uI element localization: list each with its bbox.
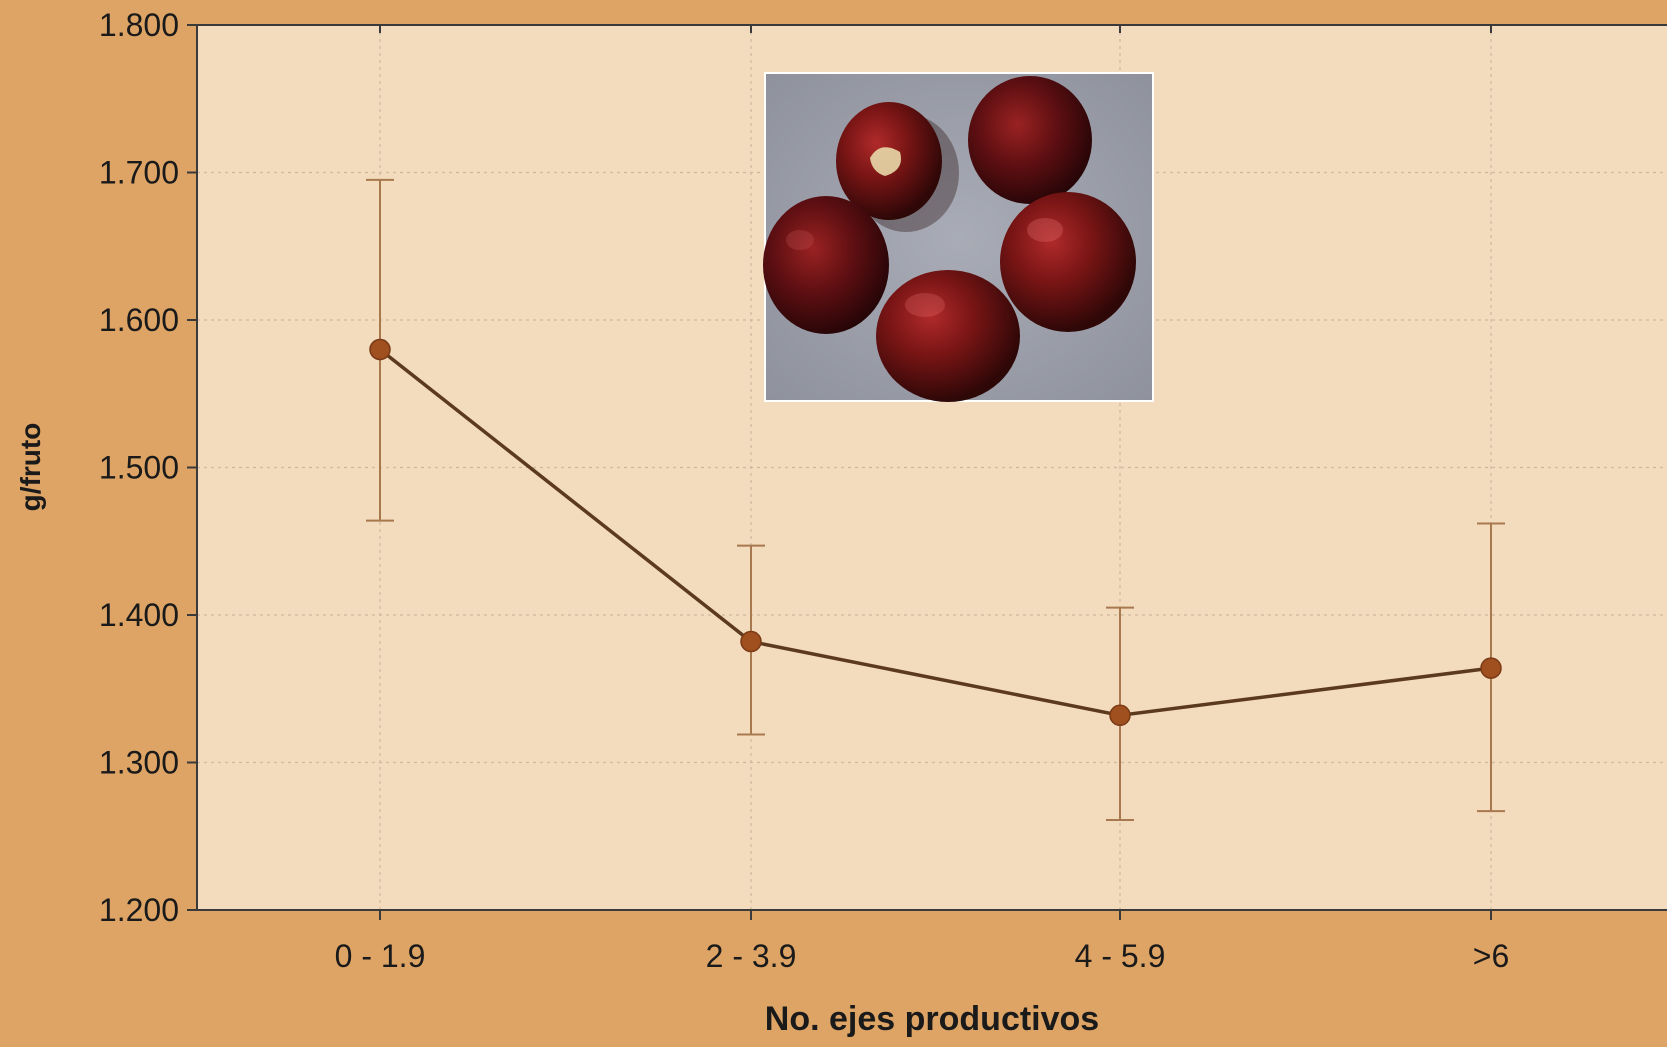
axes: 1.200 1.300 1.400 1.500 1.600 1.700 1.800 0 - 1… [99,7,1667,974]
y-tick-label: 1.400 [99,597,179,633]
y-axis-label: g/fruto [15,423,46,512]
x-tick-label: 0 - 1.9 [335,938,426,974]
y-tick-label: 1.500 [99,450,179,486]
y-tick-label: 1.200 [99,892,179,928]
y-tick-label: 1.600 [99,302,179,338]
y-tick-label: 1.300 [99,745,179,781]
coffee-cherries-photo [763,72,1154,402]
data-point [1109,704,1131,727]
series-layer [369,338,1502,727]
x-tick-label: 2 - 3.9 [706,938,797,974]
data-point [369,338,391,361]
y-tick-label: 1.700 [99,155,179,191]
series-line [378,348,1492,718]
x-axis-label: No. ejes productivos [765,1000,1099,1038]
x-tick-label: >6 [1473,938,1509,974]
x-tick-label: 4 - 5.9 [1075,938,1166,974]
data-point [740,630,762,653]
y-tick-label: 1.800 [99,7,179,43]
data-point [1480,657,1502,679]
